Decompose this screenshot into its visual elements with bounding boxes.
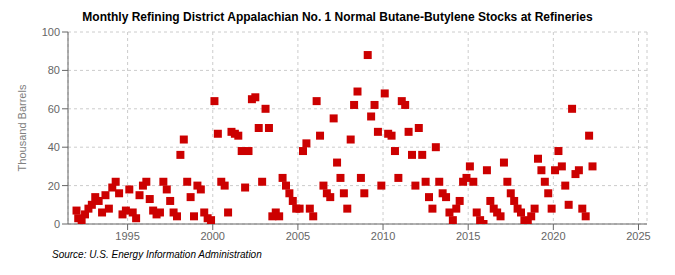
svg-text:60: 60 [48, 103, 60, 115]
svg-text:100: 100 [42, 26, 60, 38]
svg-text:40: 40 [48, 141, 60, 153]
svg-text:Thousand Barrels: Thousand Barrels [16, 84, 28, 171]
html-text:Source: U.S. Energy Informatio: Source: U.S. Energy Information Administ… [52, 249, 262, 260]
html-text:Monthly Refining District Appa: Monthly Refining District Appalachian No… [82, 10, 593, 24]
svg-text:2020: 2020 [541, 230, 565, 242]
svg-text:2005: 2005 [286, 230, 310, 242]
svg-text:2025: 2025 [626, 230, 650, 242]
svg-text:1995: 1995 [115, 230, 139, 242]
svg-text:80: 80 [48, 64, 60, 76]
svg-text:2010: 2010 [371, 230, 395, 242]
svg-text:2015: 2015 [456, 230, 480, 242]
svg-text:0: 0 [54, 218, 60, 230]
svg-text:2000: 2000 [201, 230, 225, 242]
svg-text:20: 20 [48, 180, 60, 192]
